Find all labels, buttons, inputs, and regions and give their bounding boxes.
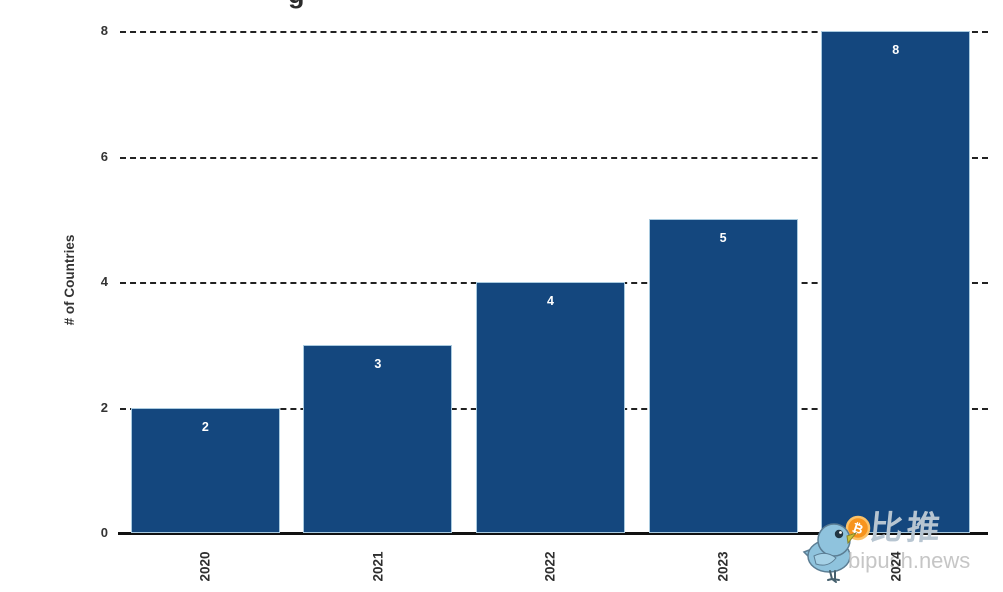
twitter-bird-with-bitcoin-icon: ₿	[802, 515, 871, 583]
y-tick-label-8: 8	[100, 23, 108, 38]
svg-text:₿: ₿	[850, 520, 865, 538]
bar-value-label: 8	[892, 43, 900, 57]
y-tick-label-0: 0	[100, 525, 108, 540]
gridline-y6	[120, 156, 988, 159]
y-tick-label-2: 2	[100, 399, 108, 415]
watermark-domain: bipush.news	[848, 548, 971, 573]
bar-value-label: 2	[201, 419, 209, 434]
x-tick-label-2023: 2023	[715, 550, 731, 582]
bar-value-label: 5	[719, 231, 727, 246]
x-axis-line	[118, 532, 988, 535]
bar-2024: 8	[821, 31, 971, 533]
x-tick-label-2020: 2020	[197, 550, 213, 582]
chart-title-fragment: g	[288, 0, 324, 9]
bar-value-label: 3	[374, 356, 382, 371]
bar-2023: 5	[648, 219, 798, 533]
gridline-y8	[120, 31, 988, 33]
bar-value-label: 4	[547, 294, 554, 308]
x-tick-label-2022: 2022	[542, 550, 558, 582]
x-tick-label-2021: 2021	[370, 550, 386, 582]
y-tick-label-4: 4	[100, 274, 108, 289]
bitcoin-coin-icon: ₿	[845, 515, 871, 541]
y-tick-label-6: 6	[100, 148, 108, 164]
bar-2021: 3	[303, 344, 453, 533]
x-tick-label-2024: 2024	[888, 550, 904, 582]
bar-2022: 4	[476, 282, 625, 533]
bar-2020: 2	[130, 407, 280, 533]
bipush-watermark: ₿ 比推 bipush.news	[798, 503, 1003, 592]
